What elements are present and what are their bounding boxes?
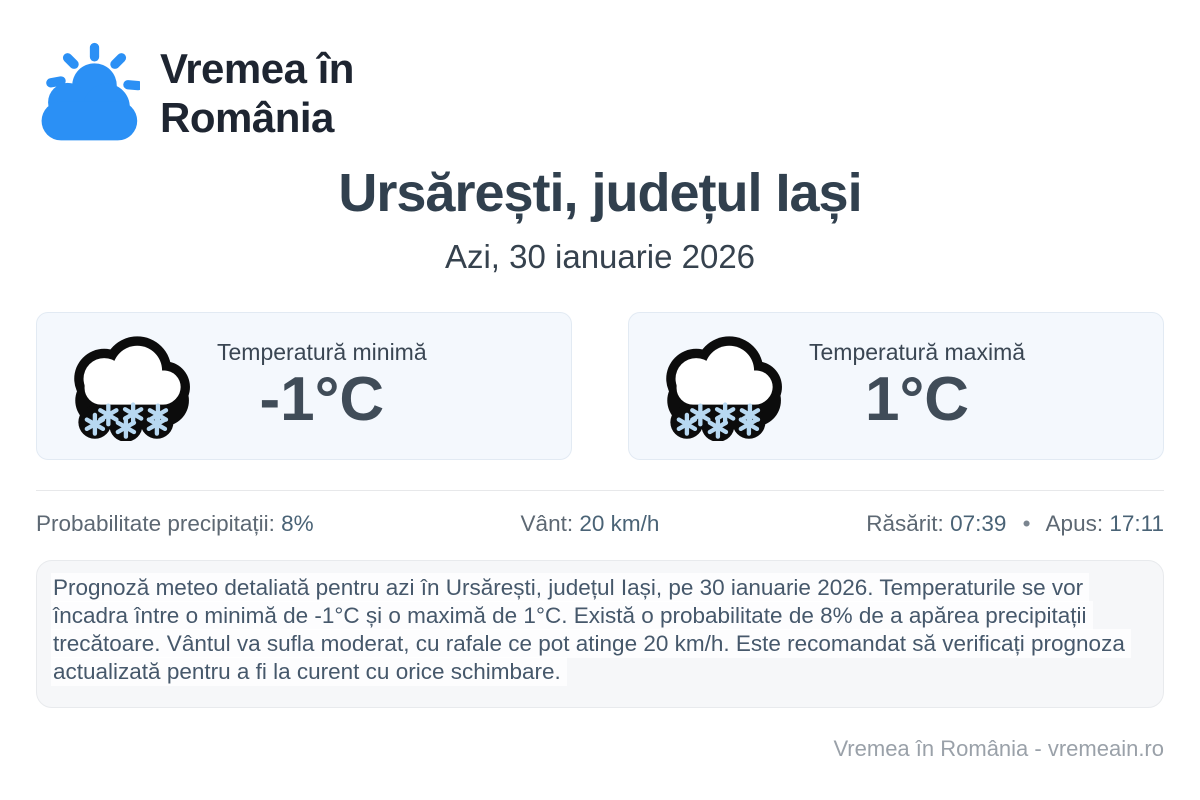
header-logo: Vremea în România — [36, 0, 1164, 146]
precipitation-label: Probabilitate precipitații: — [36, 511, 275, 536]
snow-cloud-icon — [74, 336, 190, 441]
sunset-label: Apus: — [1045, 511, 1104, 536]
wind-label: Vânt: — [520, 511, 574, 536]
divider — [36, 490, 1164, 491]
bullet-separator: • — [1022, 511, 1031, 536]
max-temperature-label: Temperatură maximă — [809, 339, 1026, 366]
logo-title-line1: Vremea în — [160, 45, 354, 93]
footer: Vremea în România - vremeain.ro — [36, 736, 1164, 762]
precipitation-stat: Probabilitate precipitații: 8% — [36, 511, 314, 537]
snow-cloud-icon — [666, 336, 782, 441]
logo-title-line2: România — [160, 94, 334, 141]
max-temperature-text: Temperatură maximă 1°C — [809, 339, 1025, 432]
sun-cloud-logo-icon — [41, 42, 140, 141]
page-title: Ursărești, județul Iași — [338, 163, 862, 223]
date-subtitle: Azi, 30 ianuarie 2026 — [444, 238, 756, 275]
sunrise-value: 07:39 — [950, 511, 1007, 536]
min-temperature-card: Temperatură minimă -1°C — [36, 312, 572, 460]
temperature-cards: Temperatură minimă -1°C — [36, 312, 1164, 460]
min-temperature-text: Temperatură minimă -1°C — [217, 339, 427, 432]
footer-text: Vremea în România - vremeain.ro — [833, 736, 1164, 761]
logo-title: Vremea în România — [160, 45, 354, 142]
max-temperature-card: Temperatură maximă 1°C — [628, 312, 1164, 460]
sunrise-label: Răsărit: — [866, 511, 944, 536]
precipitation-value: 8% — [281, 511, 314, 536]
forecast-description: Prognoză meteo detaliată pentru azi în U… — [51, 573, 1131, 686]
wind-stat: Vânt: 20 km/h — [521, 511, 660, 537]
sunset-value: 17:11 — [1109, 511, 1164, 536]
stats-row: Probabilitate precipitații: 8% Vânt: 20 … — [36, 511, 1164, 537]
min-temperature-label: Temperatură minimă — [217, 339, 427, 366]
wind-value: 20 km/h — [579, 511, 660, 536]
sun-stat: Răsărit: 07:39 • Apus: 17:11 — [866, 511, 1164, 537]
max-temperature-value: 1°C — [864, 365, 970, 435]
forecast-description-box: Prognoză meteo detaliată pentru azi în U… — [36, 560, 1164, 708]
min-temperature-value: -1°C — [259, 365, 385, 435]
